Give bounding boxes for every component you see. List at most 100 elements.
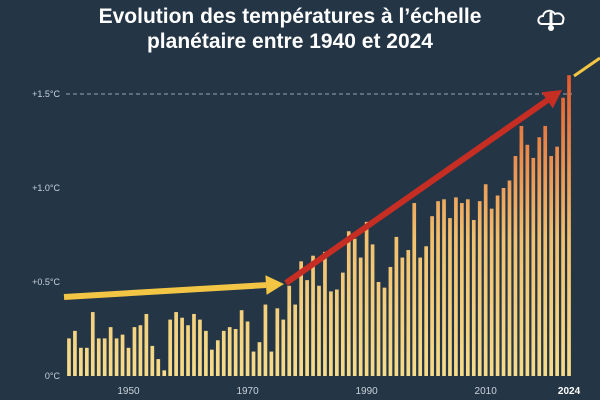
bar-1943: [84, 347, 89, 376]
trend-arrow-early: [63, 275, 284, 300]
bar-2008: [471, 219, 476, 376]
bar-1973: [263, 304, 268, 376]
bar-1990: [364, 221, 369, 376]
bar-1963: [204, 330, 208, 376]
bar-2009: [477, 201, 482, 376]
bar-1995: [394, 236, 399, 376]
bar-2014: [507, 180, 512, 376]
bar-1965: [215, 340, 220, 376]
bar-2012: [495, 195, 500, 376]
bar-1947: [108, 327, 113, 376]
bar-2024: [567, 75, 571, 376]
bar-1976: [281, 319, 286, 376]
bar-1978: [293, 304, 298, 376]
bar-2013: [501, 188, 506, 376]
bar-1991: [370, 244, 375, 376]
bar-1959: [180, 317, 184, 376]
bar-1944: [90, 312, 95, 376]
bar-2000: [424, 246, 428, 376]
trend-arrow-late-head: [541, 90, 562, 109]
bar-1970: [245, 321, 250, 376]
bar-2015: [513, 156, 518, 376]
bar-2021: [549, 156, 554, 376]
trend-arrow-late: [284, 90, 562, 286]
x-tick-label: 2024: [558, 386, 581, 397]
bar-1957: [168, 319, 173, 376]
bar-2007: [465, 199, 470, 376]
bar-1971: [251, 351, 256, 376]
bar-1956: [162, 370, 167, 376]
trend-arrow-early-shaft: [63, 282, 267, 300]
y-tick-label: +1.5°C: [32, 89, 60, 99]
bar-2022: [555, 146, 559, 376]
bar-1964: [210, 349, 214, 376]
bar-1955: [156, 359, 161, 376]
bar-1961: [192, 313, 196, 376]
chart-title: Evolution des températures à l’échelle p…: [40, 4, 540, 54]
trend-arrow-late-shaft: [284, 97, 549, 286]
bar-1996: [400, 257, 405, 376]
bar-1941: [73, 330, 77, 376]
bar-1980: [305, 280, 309, 376]
bar-2017: [525, 144, 530, 376]
bar-1942: [79, 347, 83, 376]
chart-title-line-1: Evolution des températures à l’échelle: [98, 5, 482, 28]
bar-1989: [358, 257, 363, 376]
bar-2001: [430, 216, 434, 376]
x-tick-label: 1950: [117, 386, 140, 397]
bar-1983: [323, 251, 327, 376]
bar-1952: [138, 325, 143, 376]
bar-1950: [126, 347, 131, 376]
bar-1968: [233, 329, 238, 376]
x-tick-label: 1970: [236, 386, 259, 397]
y-tick-label: +1.0°C: [32, 183, 60, 193]
y-tick-label: 0°C: [45, 371, 61, 381]
edge-arrow: [573, 56, 600, 78]
bar-1993: [382, 287, 387, 376]
bar-1994: [388, 266, 393, 376]
bar-1975: [275, 308, 280, 376]
bar-1958: [174, 312, 178, 376]
bar-1951: [132, 327, 137, 376]
trend-arrow-early-head: [265, 275, 284, 295]
bar-2020: [543, 125, 548, 377]
bar-1969: [239, 310, 244, 376]
bar-1967: [227, 327, 232, 376]
bar-2019: [537, 137, 542, 376]
x-tick-label: 1990: [355, 386, 378, 397]
bar-1948: [114, 338, 119, 376]
bar-1985: [335, 289, 339, 376]
bar-2006: [460, 203, 464, 376]
y-tick-label: +0.5°C: [32, 277, 60, 287]
bar-1982: [317, 285, 321, 376]
bar-2005: [454, 197, 458, 376]
bar-1981: [311, 255, 315, 376]
bar-1940: [67, 338, 71, 376]
bar-1974: [269, 351, 274, 376]
bar-1987: [346, 231, 351, 376]
chart-title-line-2: planétaire entre 1940 et 2024: [146, 30, 433, 53]
bar-2004: [448, 218, 452, 376]
bar-1960: [186, 325, 190, 376]
cloud-thermometer-icon: [537, 9, 565, 31]
bar-2002: [436, 201, 440, 376]
bar-1966: [221, 330, 226, 376]
bar-1945: [96, 338, 101, 376]
bar-2018: [531, 157, 536, 376]
bar-1954: [150, 345, 155, 376]
bar-1949: [120, 334, 125, 376]
bar-1984: [329, 291, 333, 376]
bar-2010: [483, 184, 488, 376]
bar-1953: [144, 313, 149, 376]
bar-1999: [418, 257, 423, 376]
bar-2023: [561, 97, 565, 376]
bar-2016: [519, 125, 524, 377]
bar-1972: [257, 342, 262, 376]
bar-2011: [489, 208, 494, 376]
bar-1997: [406, 250, 411, 376]
bar-1998: [412, 203, 417, 376]
bar-1992: [376, 282, 381, 376]
bar-1988: [352, 238, 357, 376]
bar-1979: [299, 261, 303, 376]
